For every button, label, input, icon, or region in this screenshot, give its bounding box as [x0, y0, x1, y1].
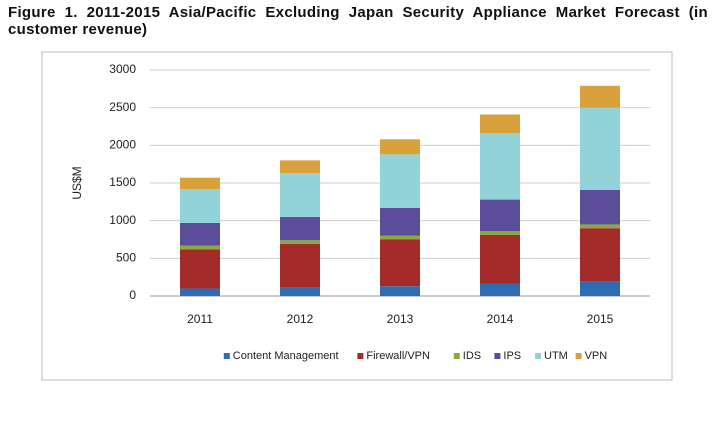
- x-tick-label: 2013: [387, 312, 414, 326]
- bar-segment: [380, 207, 420, 236]
- bar-segment: [380, 139, 420, 155]
- bar-segment: [380, 286, 420, 296]
- bar-segment: [480, 133, 520, 200]
- bar-segment: [180, 222, 220, 246]
- x-tick-label: 2014: [487, 312, 514, 326]
- legend-swatch: [494, 353, 501, 359]
- bar-segment: [280, 287, 320, 296]
- chart-title: Figure 1. 2011-2015 Asia/Pacific Excludi…: [8, 4, 708, 38]
- y-tick-label: 1500: [109, 175, 136, 189]
- bar-segment: [480, 114, 520, 134]
- y-tick-label: 2000: [109, 138, 136, 152]
- legend-label: Firewall/VPN: [366, 350, 430, 362]
- legend-label: UTM: [544, 350, 568, 362]
- bar-segment: [480, 283, 520, 296]
- legend-label: IPS: [503, 350, 521, 362]
- bar-segment: [280, 160, 320, 174]
- bar-segment: [280, 240, 320, 245]
- y-tick-label: 1000: [109, 213, 136, 227]
- bar-segment: [480, 234, 520, 284]
- bar-segment: [580, 189, 620, 225]
- legend-label: VPN: [585, 350, 608, 362]
- legend-swatch: [223, 353, 230, 359]
- y-tick-label: 500: [116, 251, 136, 265]
- x-tick-label: 2012: [287, 312, 314, 326]
- bar-segment: [480, 199, 520, 232]
- legend-label: Content Management: [233, 350, 339, 362]
- y-axis-label: US$M: [70, 166, 84, 199]
- bar-segment: [580, 107, 620, 190]
- bar-segment: [280, 244, 320, 288]
- x-tick-label: 2011: [187, 312, 213, 326]
- legend-swatch: [535, 353, 541, 359]
- bar-segment: [380, 154, 420, 208]
- legend-label: IDS: [463, 350, 481, 362]
- legend-swatch: [357, 353, 364, 359]
- y-tick-label: 3000: [109, 62, 136, 76]
- bar-segment: [580, 228, 620, 282]
- bar-segment: [180, 189, 220, 223]
- bar-segment: [580, 281, 620, 296]
- bar-segment: [580, 85, 620, 108]
- bar-segment: [380, 239, 420, 287]
- legend-swatch: [453, 353, 460, 359]
- bar-segment: [180, 249, 220, 289]
- x-tick-label: 2015: [587, 312, 614, 326]
- bar-segment: [380, 235, 420, 240]
- bar-segment: [280, 173, 320, 217]
- bar-segment: [580, 224, 620, 229]
- bar-segment: [480, 231, 520, 235]
- bar-segment: [180, 288, 220, 296]
- y-tick-label: 2500: [109, 100, 136, 114]
- bar-segment: [180, 245, 220, 250]
- chart-frame: [41, 51, 673, 381]
- bar-segment: [180, 177, 220, 190]
- legend-swatch: [575, 353, 582, 359]
- bar-segment: [280, 216, 320, 241]
- y-tick-label: 0: [129, 288, 136, 302]
